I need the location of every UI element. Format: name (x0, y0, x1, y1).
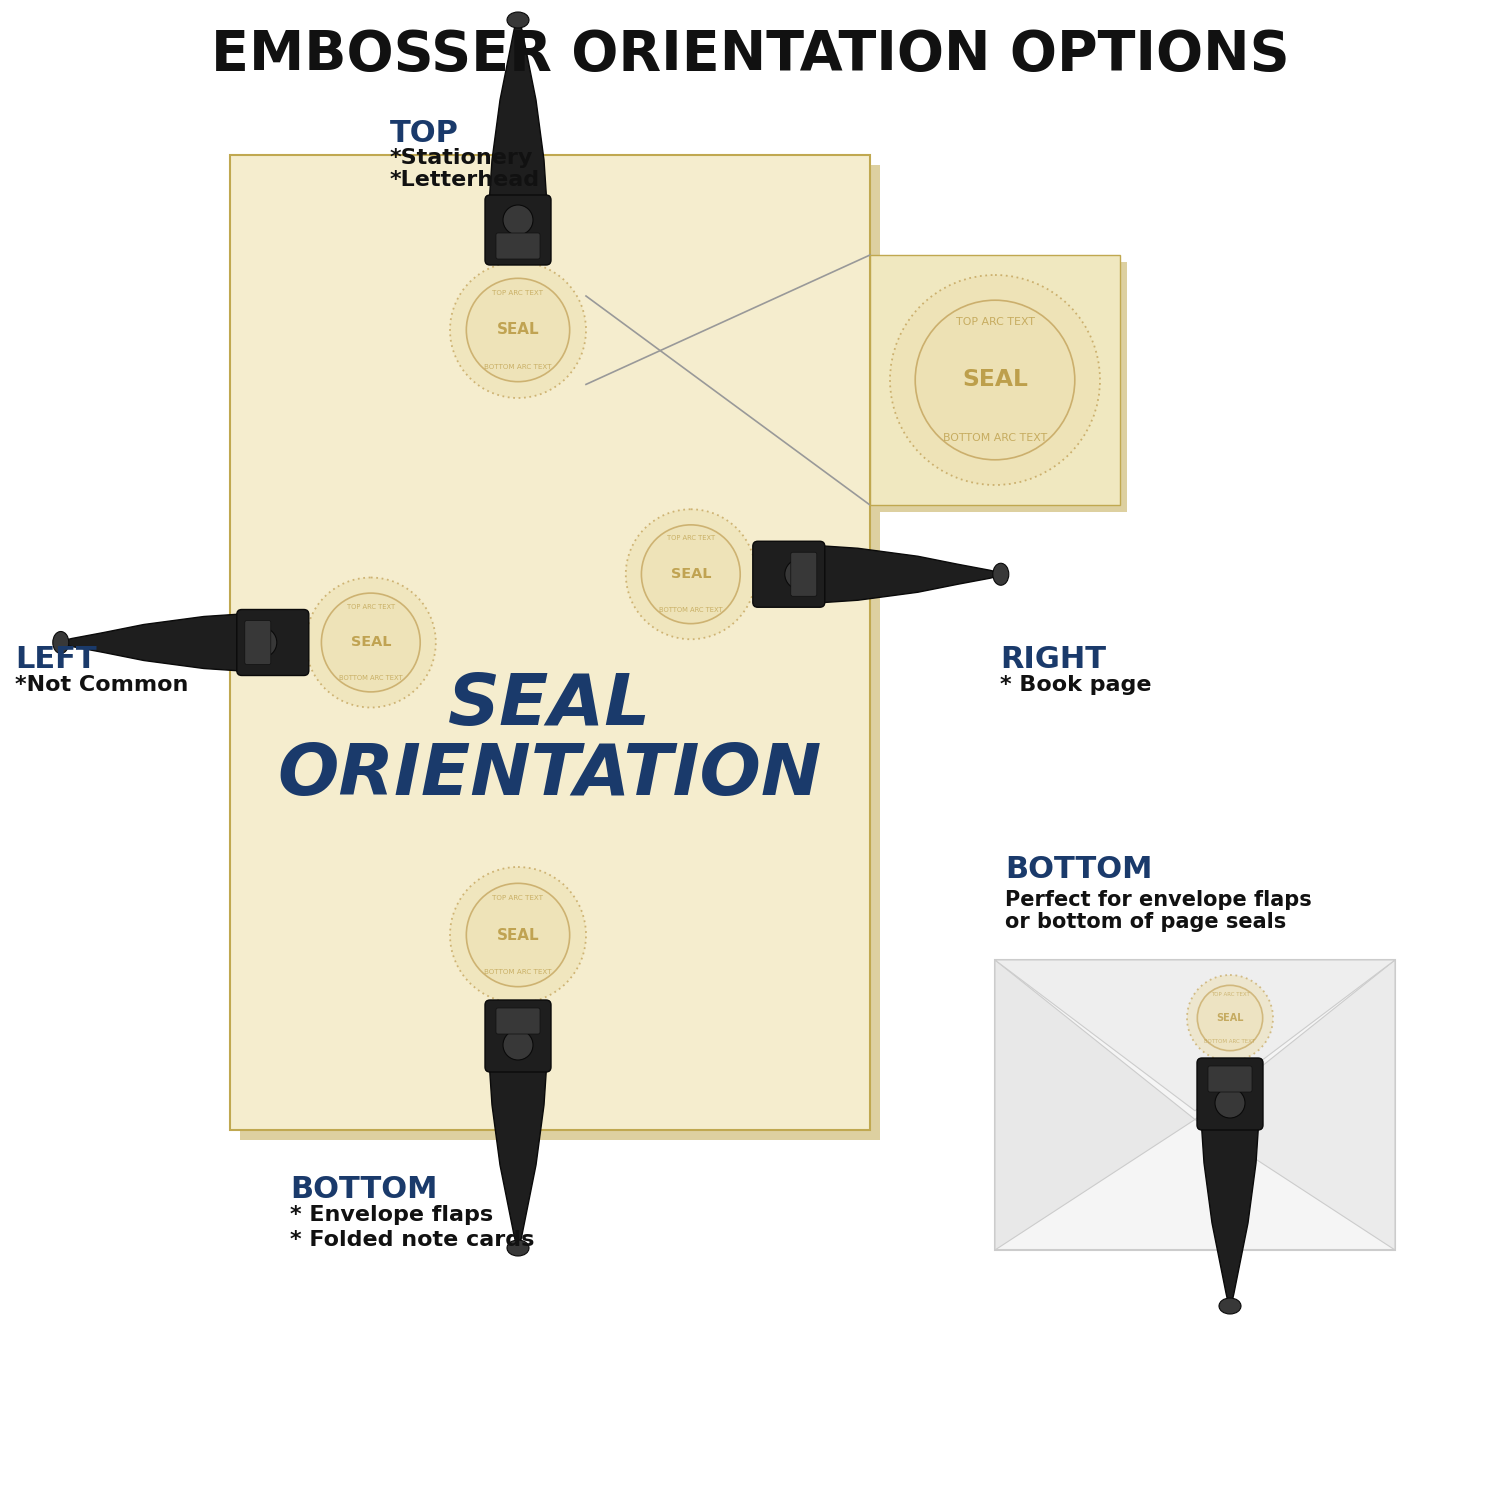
Polygon shape (994, 960, 1196, 1250)
Circle shape (626, 510, 756, 639)
Text: * Envelope flaps: * Envelope flaps (290, 1204, 494, 1225)
FancyBboxPatch shape (1208, 1066, 1252, 1092)
FancyBboxPatch shape (230, 154, 870, 1130)
Text: TOP ARC TEXT: TOP ARC TEXT (492, 290, 543, 296)
Ellipse shape (507, 12, 530, 28)
Text: BOTTOM ARC TEXT: BOTTOM ARC TEXT (484, 364, 552, 370)
Circle shape (321, 592, 420, 692)
FancyBboxPatch shape (790, 552, 818, 597)
Polygon shape (488, 1046, 548, 1252)
Text: *Stationery: *Stationery (390, 148, 534, 168)
FancyBboxPatch shape (753, 542, 825, 608)
Circle shape (1215, 1088, 1245, 1118)
Circle shape (1197, 986, 1263, 1050)
Polygon shape (1200, 1102, 1260, 1311)
FancyBboxPatch shape (878, 262, 1126, 512)
FancyBboxPatch shape (496, 1008, 540, 1034)
FancyBboxPatch shape (496, 232, 540, 260)
Circle shape (784, 560, 814, 590)
Circle shape (466, 279, 570, 381)
Polygon shape (56, 612, 264, 672)
Text: LEFT: LEFT (15, 645, 96, 675)
Text: BOTTOM ARC TEXT: BOTTOM ARC TEXT (1204, 1040, 1255, 1044)
Ellipse shape (993, 564, 1010, 585)
Text: TOP ARC TEXT: TOP ARC TEXT (492, 894, 543, 900)
Text: * Book page: * Book page (1000, 675, 1152, 694)
Text: TOP ARC TEXT: TOP ARC TEXT (956, 318, 1035, 327)
Circle shape (306, 578, 436, 708)
Circle shape (642, 525, 740, 624)
Text: SEAL: SEAL (448, 670, 651, 740)
Text: ORIENTATION: ORIENTATION (278, 741, 822, 810)
Text: RIGHT: RIGHT (1000, 645, 1106, 675)
Ellipse shape (1220, 1298, 1240, 1314)
Text: BOTTOM ARC TEXT: BOTTOM ARC TEXT (658, 608, 723, 613)
Circle shape (450, 262, 586, 398)
Text: EMBOSSER ORIENTATION OPTIONS: EMBOSSER ORIENTATION OPTIONS (210, 28, 1290, 82)
Text: *Not Common: *Not Common (15, 675, 189, 694)
Text: BOTTOM: BOTTOM (1005, 855, 1152, 885)
FancyBboxPatch shape (240, 165, 880, 1140)
Polygon shape (994, 960, 1395, 1112)
Circle shape (248, 627, 278, 657)
Text: TOP ARC TEXT: TOP ARC TEXT (1210, 992, 1249, 998)
Text: BOTTOM ARC TEXT: BOTTOM ARC TEXT (944, 432, 1047, 442)
FancyBboxPatch shape (870, 255, 1120, 506)
Text: or bottom of page seals: or bottom of page seals (1005, 912, 1286, 932)
Text: TOP ARC TEXT: TOP ARC TEXT (346, 603, 394, 609)
FancyBboxPatch shape (237, 609, 309, 675)
Circle shape (915, 300, 1076, 460)
Text: SEAL: SEAL (670, 567, 711, 582)
Circle shape (890, 274, 1100, 484)
FancyBboxPatch shape (1197, 1058, 1263, 1130)
Circle shape (503, 206, 532, 236)
Ellipse shape (507, 1240, 530, 1256)
Ellipse shape (53, 632, 69, 654)
Text: *Letterhead: *Letterhead (390, 170, 540, 190)
Polygon shape (488, 15, 548, 220)
Polygon shape (1196, 960, 1395, 1250)
Polygon shape (798, 544, 1006, 604)
Circle shape (466, 884, 570, 987)
Text: BOTTOM ARC TEXT: BOTTOM ARC TEXT (484, 969, 552, 975)
Text: SEAL: SEAL (496, 927, 540, 942)
Text: SEAL: SEAL (351, 636, 392, 650)
Circle shape (450, 867, 586, 1004)
FancyBboxPatch shape (244, 621, 272, 664)
Text: * Folded note cards: * Folded note cards (290, 1230, 534, 1250)
FancyBboxPatch shape (484, 1000, 550, 1072)
Text: BOTTOM: BOTTOM (290, 1176, 438, 1204)
Text: BOTTOM ARC TEXT: BOTTOM ARC TEXT (339, 675, 402, 681)
Text: TOP: TOP (390, 118, 459, 147)
Text: SEAL: SEAL (496, 322, 540, 338)
Circle shape (503, 1030, 532, 1060)
FancyBboxPatch shape (994, 960, 1395, 1250)
Text: TOP ARC TEXT: TOP ARC TEXT (666, 536, 716, 542)
Text: Perfect for envelope flaps: Perfect for envelope flaps (1005, 890, 1311, 910)
Circle shape (1186, 975, 1274, 1060)
Text: SEAL: SEAL (962, 369, 1028, 392)
Text: SEAL: SEAL (1216, 1013, 1243, 1023)
FancyBboxPatch shape (484, 195, 550, 266)
